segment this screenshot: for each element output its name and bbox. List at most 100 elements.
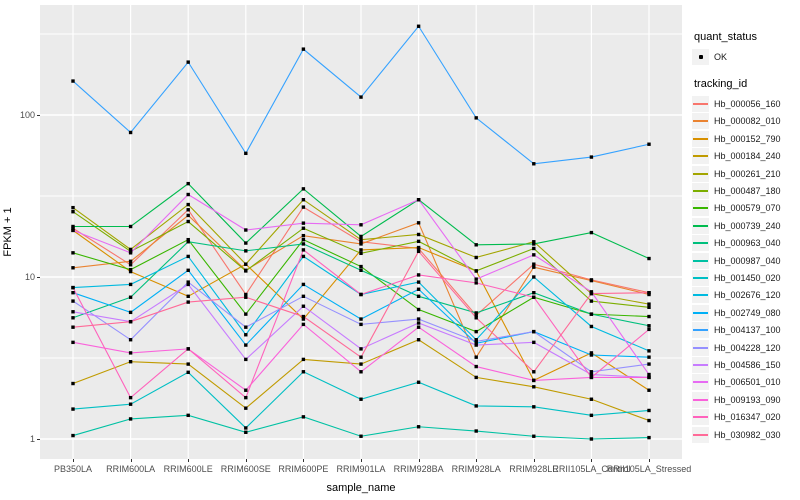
line-swatch-icon [693, 294, 708, 297]
data-point-Hb_004586_150 [301, 304, 306, 308]
legend-tracking-items: Hb_000056_160 Hb_000082_010 Hb_000152_790 H… [692, 95, 798, 443]
data-point-Hb_000739_240 [244, 241, 248, 245]
data-point-Hb_016347_020 [532, 295, 536, 299]
y-tick-label: 100 [19, 110, 35, 120]
data-point-Hb_009193_090 [532, 378, 536, 383]
data-point-Hb_006501_010 [589, 290, 594, 294]
data-point-Hb_000184_240 [589, 397, 594, 401]
legend-key-swatch [692, 269, 709, 286]
line-swatch-icon [693, 381, 708, 384]
data-point-Hb_000579_070 [128, 267, 133, 272]
data-point-Hb_000963_040 [647, 324, 651, 328]
legend-item-label: Hb_000261_210 [714, 168, 781, 179]
line-swatch-icon [693, 276, 708, 279]
legend-item-Hb_004228_120: Hb_004228_120 [692, 339, 798, 356]
data-point-Hb_000261_210 [359, 237, 363, 242]
data-point-Hb_000487_180 [71, 209, 75, 214]
data-point-Hb_000082_010 [416, 221, 421, 225]
data-point-Hb_002749_080 [301, 282, 306, 287]
data-point-Hb_004586_150 [416, 321, 421, 325]
data-point-Hb_000739_240 [128, 224, 133, 229]
data-point-Hb_000261_210 [532, 240, 536, 244]
data-point-Hb_000487_180 [301, 226, 306, 230]
x-tick-label-RRII105LA_Control: RRII105LA_Control [552, 464, 631, 474]
data-point-Hb_004228_120 [186, 280, 190, 284]
legend-key-swatch [692, 252, 709, 269]
data-point-Hb_016347_020 [186, 347, 190, 351]
data-point-Hb_001450_020 [416, 380, 421, 384]
legend-item-Hb_000987_040: Hb_000987_040 [692, 252, 798, 269]
x-tick-label-RRIM600LA: RRIM600LA [106, 464, 156, 474]
data-point-Hb_000963_040 [359, 268, 363, 272]
line-swatch-icon [693, 329, 708, 332]
data-point-Hb_000152_790 [128, 269, 133, 274]
data-point-Hb_000082_010 [359, 242, 363, 246]
data-point-Hb_001450_020 [244, 426, 248, 430]
data-point-Hb_000152_790 [589, 351, 594, 355]
data-point-Hb_009193_090 [244, 388, 248, 392]
data-point-Hb_004586_150 [71, 310, 75, 314]
data-point-Hb_000056_160 [532, 262, 536, 266]
line-swatch-icon [693, 137, 708, 140]
data-point-Hb_001450_020 [301, 370, 306, 374]
data-point-Hb_000184_240 [71, 381, 75, 386]
x-tick-label-RRIM600LE: RRIM600LE [163, 464, 213, 474]
data-point-Hb_002749_080 [186, 268, 190, 272]
data-point-Hb_016347_020 [589, 375, 594, 380]
data-point-Hb_030982_030 [647, 290, 651, 295]
data-point-Hb_009193_090 [416, 325, 421, 329]
data-point-Hb_004228_120 [474, 339, 478, 344]
data-point-Hb_000082_010 [301, 233, 306, 238]
data-point-Hb_000579_070 [416, 307, 421, 312]
line-swatch-icon [693, 224, 708, 227]
legend-item-label: Hb_001450_020 [714, 272, 781, 283]
data-point-Hb_000082_010 [532, 265, 536, 269]
data-point-Hb_016347_020 [71, 285, 75, 290]
data-point-Hb_000579_070 [244, 312, 248, 316]
line-swatch-icon [693, 311, 708, 314]
data-point-Hb_000963_040 [244, 249, 248, 253]
data-point-Hb_002676_120 [647, 349, 651, 353]
legend-item-Hb_000261_210: Hb_000261_210 [692, 165, 798, 182]
legend-item-label: Hb_000963_040 [714, 238, 781, 249]
data-point-Hb_004137_100 [301, 47, 306, 51]
data-point-Hb_004228_120 [71, 299, 75, 303]
y-axis-title: FPKM + 1 [2, 207, 14, 257]
data-point-Hb_000487_180 [647, 305, 651, 310]
data-point-Hb_001450_020 [589, 413, 594, 418]
x-tick-mark [476, 459, 478, 462]
data-point-Hb_000487_180 [474, 269, 478, 273]
data-point-Hb_030982_030 [244, 295, 248, 299]
data-point-Hb_004228_120 [301, 294, 306, 299]
legend-item-Hb_002749_080: Hb_002749_080 [692, 304, 798, 321]
data-point-Hb_000963_040 [589, 312, 594, 316]
data-point-Hb_000261_210 [301, 198, 306, 202]
data-point-Hb_009193_090 [359, 370, 363, 374]
data-point-Hb_000963_040 [532, 290, 536, 295]
data-point-Hb_000261_210 [474, 255, 478, 260]
legend-item-Hb_000082_010: Hb_000082_010 [692, 113, 798, 130]
data-point-Hb_000184_240 [301, 357, 306, 362]
legend-item-label: Hb_004586_150 [714, 359, 781, 370]
legend-item-Hb_000963_040: Hb_000963_040 [692, 235, 798, 252]
x-tick-mark [130, 459, 132, 462]
data-point-Hb_000082_010 [186, 213, 190, 218]
legend-quant-status-block: quant_status OK [692, 31, 798, 65]
data-point-Hb_006501_010 [71, 228, 75, 233]
data-point-Hb_000184_240 [474, 375, 478, 380]
data-point-Hb_000963_040 [186, 240, 190, 244]
data-point-Hb_006501_010 [416, 198, 421, 202]
data-point-Hb_000739_240 [186, 181, 190, 186]
data-point-Hb_002676_120 [416, 280, 421, 284]
data-point-Hb_000739_240 [474, 243, 478, 247]
legend-key-swatch [692, 304, 709, 321]
data-point-Hb_000963_040 [474, 311, 478, 315]
data-point-Hb_000579_070 [301, 237, 306, 242]
legend-item-label: Hb_000082_010 [714, 116, 781, 127]
legend-item-label: Hb_004228_120 [714, 342, 781, 353]
data-point-Hb_004137_100 [532, 162, 536, 166]
data-point-Hb_000987_040 [301, 415, 306, 419]
legend-item-label: Hb_000739_240 [714, 220, 781, 231]
data-point-Hb_016347_020 [474, 281, 478, 285]
legend-item-Hb_002676_120: Hb_002676_120 [692, 287, 798, 304]
